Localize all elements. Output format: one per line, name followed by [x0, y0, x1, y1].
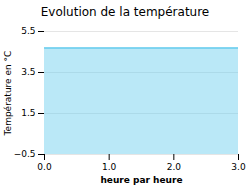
svg-text:1.5: 1.5: [21, 108, 35, 118]
svg-text:5.5: 5.5: [21, 26, 35, 36]
html-text:Evolution de la température: Evolution de la température: [40, 5, 210, 19]
svg-text:heure par heure: heure par heure: [100, 175, 182, 185]
svg-text:2.0: 2.0: [167, 162, 182, 172]
svg-text:0.0: 0.0: [37, 162, 52, 172]
svg-text:Température en °C: Température en °C: [3, 51, 13, 137]
svg-text:−0.5: −0.5: [14, 149, 36, 159]
svg-text:3.5: 3.5: [21, 67, 35, 77]
svg-text:3.0: 3.0: [231, 162, 246, 172]
svg-text:1.0: 1.0: [102, 162, 117, 172]
